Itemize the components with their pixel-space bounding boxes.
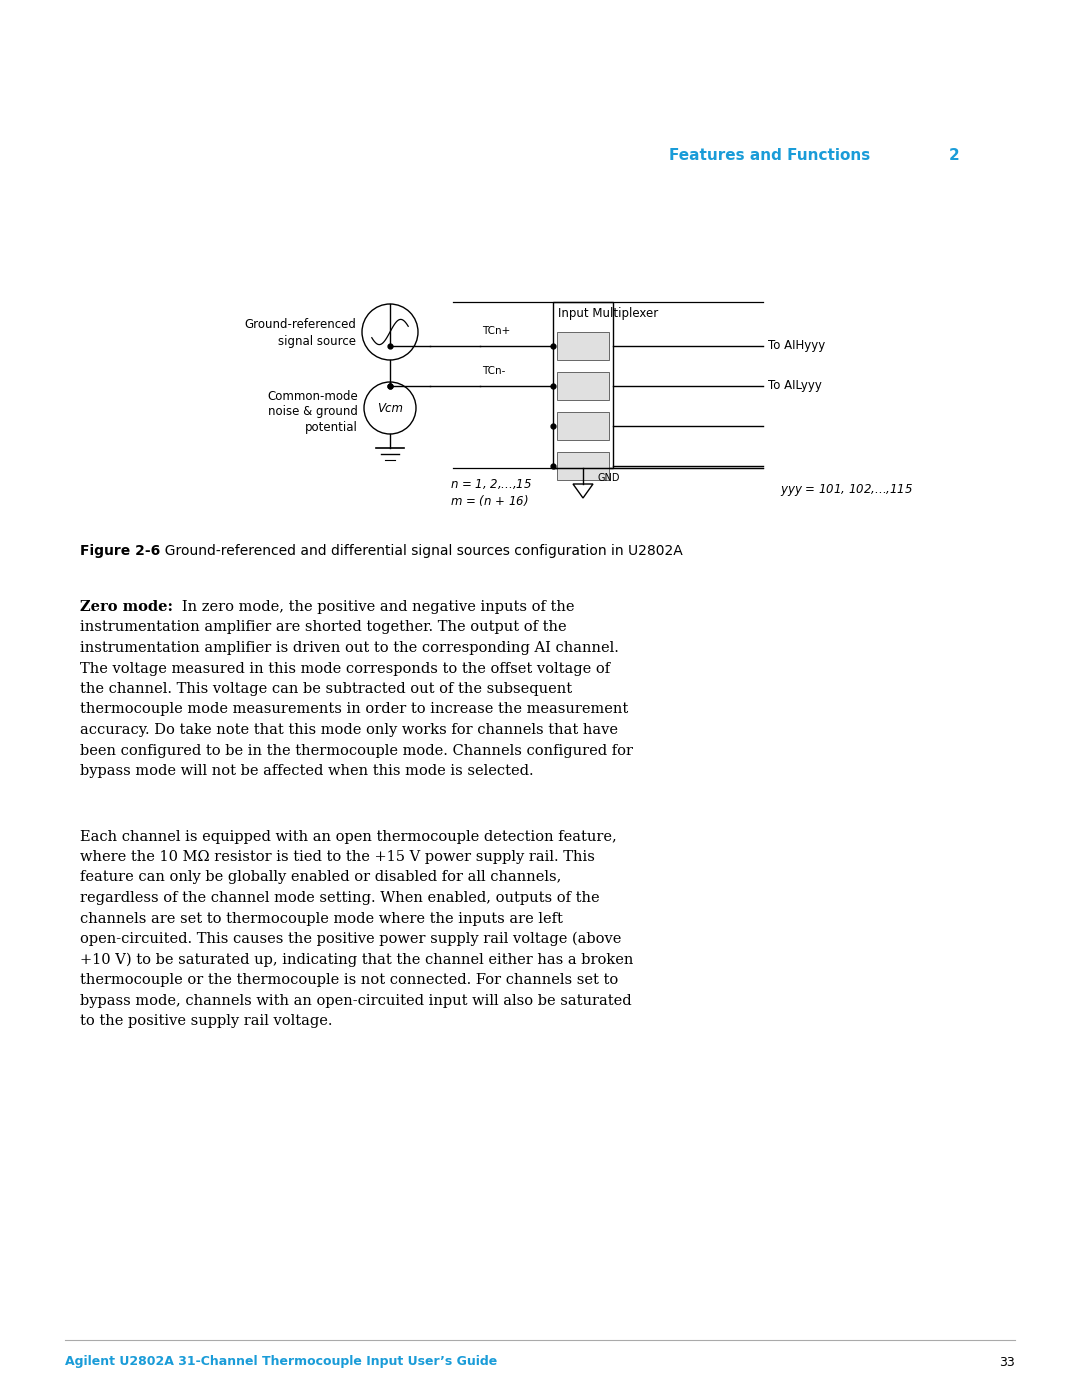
Text: regardless of the channel mode setting. When enabled, outputs of the: regardless of the channel mode setting. … [80,891,599,905]
Text: GND: GND [597,474,620,483]
Text: where the 10 MΩ resistor is tied to the +15 V power supply rail. This: where the 10 MΩ resistor is tied to the … [80,849,595,863]
Text: To AIHyyy: To AIHyyy [768,339,825,352]
Text: feature can only be globally enabled or disabled for all channels,: feature can only be globally enabled or … [80,870,562,884]
Text: channels are set to thermocouple mode where the inputs are left: channels are set to thermocouple mode wh… [80,911,563,925]
Text: accuracy. Do take note that this mode only works for channels that have: accuracy. Do take note that this mode on… [80,724,618,738]
Text: instrumentation amplifier are shorted together. The output of the: instrumentation amplifier are shorted to… [80,620,567,634]
Bar [553,302,613,468]
Text: Figure 2-6: Figure 2-6 [80,543,160,557]
Text: Agilent U2802A 31-Channel Thermocouple Input User’s Guide: Agilent U2802A 31-Channel Thermocouple I… [65,1355,497,1369]
Text: instrumentation amplifier is driven out to the corresponding AI channel.: instrumentation amplifier is driven out … [80,641,619,655]
Bar [557,453,609,481]
Text: Ground-referenced: Ground-referenced [244,317,356,331]
Text: $yyy$ = 101, 102,...,115: $yyy$ = 101, 102,...,115 [780,482,914,497]
Text: Each channel is equipped with an open thermocouple detection feature,: Each channel is equipped with an open th… [80,830,617,844]
Text: The voltage measured in this mode corresponds to the offset voltage of: The voltage measured in this mode corres… [80,662,610,676]
Text: Zero mode:: Zero mode: [80,599,173,615]
Text: bypass mode, channels with an open-circuited input will also be saturated: bypass mode, channels with an open-circu… [80,993,632,1007]
Text: been configured to be in the thermocouple mode. Channels configured for: been configured to be in the thermocoupl… [80,743,633,757]
Text: Vcm: Vcm [377,401,403,415]
Text: the channel. This voltage can be subtracted out of the subsequent: the channel. This voltage can be subtrac… [80,682,572,696]
Text: bypass mode will not be affected when this mode is selected.: bypass mode will not be affected when th… [80,764,534,778]
Text: thermocouple or the thermocouple is not connected. For channels set to: thermocouple or the thermocouple is not … [80,972,618,988]
Text: TCn+: TCn+ [482,326,510,337]
Text: open-circuited. This causes the positive power supply rail voltage (above: open-circuited. This causes the positive… [80,932,621,946]
Text: Input Multiplexer: Input Multiplexer [558,307,658,320]
Text: Common-mode: Common-mode [267,390,357,402]
Text: 2: 2 [949,148,960,162]
Bar [557,332,609,360]
Text: In zero mode, the positive and negative inputs of the: In zero mode, the positive and negative … [168,599,575,615]
Text: +10 V) to be saturated up, indicating that the channel either has a broken: +10 V) to be saturated up, indicating th… [80,953,633,967]
Text: signal source: signal source [278,334,356,348]
Polygon shape [573,483,593,497]
Text: TCn-: TCn- [482,366,505,376]
Bar [557,412,609,440]
Text: potential: potential [306,422,357,434]
Text: $m$ = ($n$ + 16): $m$ = ($n$ + 16) [450,493,528,507]
Bar [557,372,609,400]
Text: To AILyyy: To AILyyy [768,380,822,393]
Text: 33: 33 [999,1355,1015,1369]
Text: noise & ground: noise & ground [268,405,357,419]
Text: Ground-referenced and differential signal sources configuration in U2802A: Ground-referenced and differential signa… [156,543,683,557]
Text: Features and Functions: Features and Functions [669,148,870,162]
Text: to the positive supply rail voltage.: to the positive supply rail voltage. [80,1014,333,1028]
Text: thermocouple mode measurements in order to increase the measurement: thermocouple mode measurements in order … [80,703,629,717]
Text: $n$ = 1, 2,...,15: $n$ = 1, 2,...,15 [450,476,532,490]
